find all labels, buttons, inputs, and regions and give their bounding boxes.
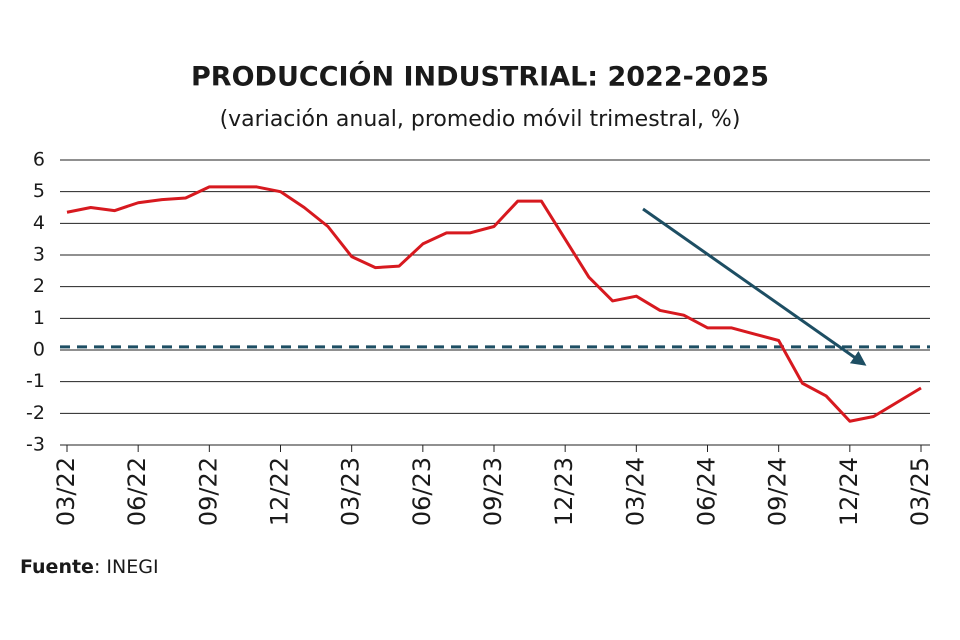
y-tick-label: -3 bbox=[26, 434, 45, 456]
y-tick-label: 6 bbox=[33, 149, 45, 171]
x-tick-label: 03/23 bbox=[337, 457, 365, 526]
x-tick-label: 09/23 bbox=[479, 457, 507, 526]
data-line bbox=[66, 185, 922, 423]
y-tick-label: 4 bbox=[33, 212, 45, 234]
chart-title: PRODUCCIÓN INDUSTRIAL: 2022-2025 bbox=[191, 61, 769, 93]
x-tick-label: 03/22 bbox=[52, 457, 80, 526]
y-tick-label: -2 bbox=[26, 402, 45, 424]
x-tick-label: 03/24 bbox=[621, 457, 649, 526]
x-tick-label: 12/22 bbox=[266, 457, 294, 526]
y-tick-label: 5 bbox=[33, 180, 45, 202]
source-text: : INEGI bbox=[94, 556, 159, 578]
source-label: Fuente bbox=[20, 556, 94, 578]
y-tick-label: -1 bbox=[26, 370, 45, 392]
y-tick-label: 3 bbox=[33, 244, 45, 266]
x-tick-label: 12/24 bbox=[835, 457, 863, 526]
x-tick-label: 12/23 bbox=[550, 457, 578, 526]
x-tick-label: 09/24 bbox=[764, 457, 792, 526]
y-tick-label: 0 bbox=[33, 339, 45, 361]
x-tick-label: 09/22 bbox=[194, 457, 222, 526]
plot-area: -3 -2 -1 0 1 2 3 4 5 6 03/22 06/22 09/22 12/22 03/23 06… bbox=[26, 149, 934, 527]
y-tick-label: 2 bbox=[33, 275, 45, 297]
x-tick-label: 06/23 bbox=[408, 457, 436, 526]
trend-arrow bbox=[642, 207, 867, 366]
x-tick-label: 06/22 bbox=[123, 457, 151, 526]
x-tick-label: 06/24 bbox=[693, 457, 721, 526]
x-tick-label: 03/25 bbox=[906, 457, 934, 526]
chart-subtitle: (variación anual, promedio móvil trimest… bbox=[220, 107, 741, 132]
y-tick-label: 1 bbox=[33, 307, 45, 329]
source-note: Fuente: INEGI bbox=[20, 556, 159, 578]
